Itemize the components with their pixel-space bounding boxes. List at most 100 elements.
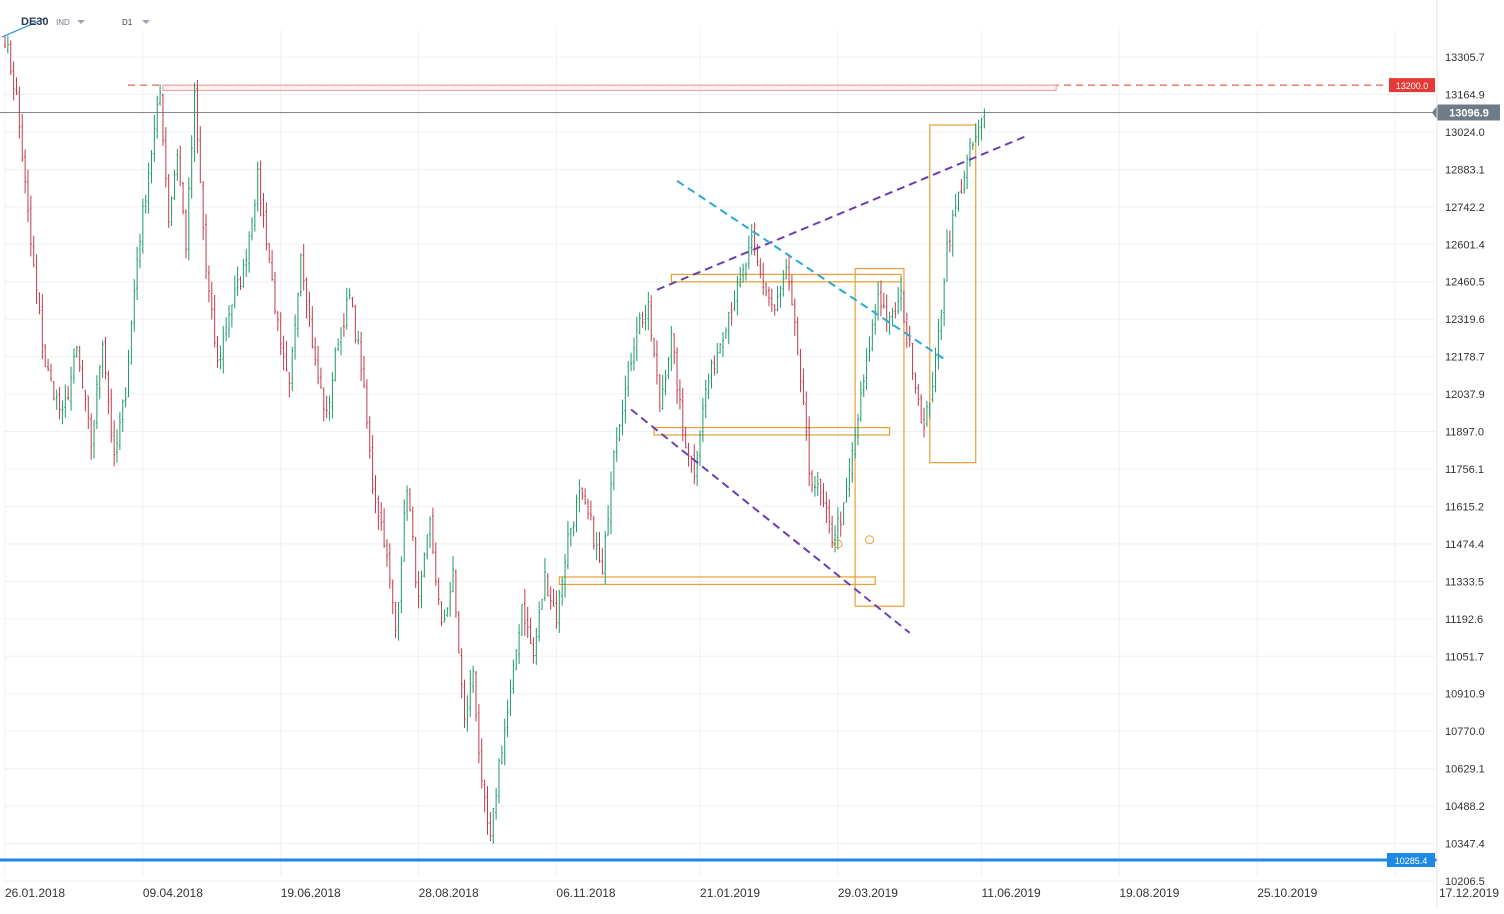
candle	[182, 181, 185, 215]
timeframe-dropdown-icon[interactable]	[142, 20, 150, 24]
candle	[578, 479, 581, 513]
candle	[340, 327, 343, 356]
x-tick-label: 21.01.2019	[700, 886, 760, 900]
candle	[532, 637, 535, 664]
timeframe-label[interactable]: D1	[122, 18, 133, 27]
candle	[26, 169, 29, 223]
candle	[934, 347, 937, 393]
candle	[52, 381, 55, 401]
candle	[523, 588, 526, 637]
candle	[621, 399, 624, 436]
candle	[739, 266, 742, 288]
candle	[974, 123, 977, 143]
candle	[446, 607, 449, 617]
candle	[400, 556, 403, 614]
candle	[497, 758, 500, 804]
price-levels: 13200.0 13096.9 10285.4	[0, 78, 1500, 868]
candle	[509, 679, 512, 716]
candle	[377, 495, 380, 530]
candle	[676, 347, 679, 404]
candle	[55, 389, 58, 410]
candle	[207, 265, 210, 303]
symbol-label[interactable]: DE30	[21, 16, 49, 28]
candle	[4, 35, 6, 49]
trendline[interactable]	[656, 134, 1028, 291]
candle	[196, 80, 199, 154]
candle	[937, 318, 940, 370]
candle	[879, 280, 882, 317]
candle	[655, 340, 658, 385]
candle	[314, 337, 317, 366]
candle	[342, 313, 345, 337]
candle	[156, 95, 159, 139]
x-tick-label: 17.12.2019	[1439, 886, 1499, 900]
candle	[612, 450, 615, 491]
candle	[380, 502, 383, 531]
candle	[440, 601, 443, 627]
price-level-label: 13096.9	[1449, 108, 1489, 120]
candle	[701, 397, 704, 443]
price-band[interactable]	[653, 426, 891, 436]
candle	[762, 262, 765, 296]
candle	[302, 244, 305, 291]
trendline[interactable]	[676, 179, 945, 360]
candle	[948, 230, 951, 253]
candle	[296, 292, 299, 338]
candle	[920, 394, 923, 424]
candle	[354, 304, 357, 344]
y-tick-label: 12178.7	[1445, 352, 1485, 364]
candle	[802, 368, 805, 406]
price-band[interactable]	[558, 576, 876, 586]
candle	[862, 374, 865, 398]
candle	[406, 485, 409, 521]
candle	[150, 150, 153, 184]
candle	[520, 604, 523, 636]
candle	[443, 609, 446, 623]
x-tick-label: 06.11.2018	[556, 886, 615, 900]
chart-header: DE30 IND D1	[1, 16, 150, 38]
candle	[805, 391, 808, 441]
symbol-dropdown-icon[interactable]	[77, 20, 85, 24]
y-tick-label: 12601.4	[1445, 239, 1485, 251]
candle	[592, 515, 595, 550]
candle	[357, 330, 360, 345]
candle	[311, 306, 314, 349]
trendline[interactable]	[630, 408, 911, 634]
candle	[273, 271, 276, 315]
candle	[512, 659, 515, 694]
candle	[15, 77, 18, 95]
candle	[161, 93, 164, 146]
candle	[24, 149, 27, 194]
candle	[555, 590, 558, 629]
candle	[546, 573, 549, 597]
candle	[87, 395, 90, 430]
candle	[268, 242, 271, 263]
candle	[210, 281, 213, 320]
candle	[179, 145, 182, 187]
candle	[414, 536, 417, 589]
candle	[403, 499, 406, 562]
candle	[704, 379, 707, 419]
highlight-box[interactable]	[929, 124, 977, 464]
candle	[233, 275, 236, 309]
candle	[788, 254, 791, 291]
candle	[793, 298, 796, 337]
candle	[822, 483, 825, 508]
price-band[interactable]	[162, 84, 1057, 92]
candle	[618, 423, 621, 442]
candle	[581, 487, 584, 501]
candle	[587, 498, 590, 520]
candle	[500, 745, 503, 765]
candle	[184, 209, 187, 259]
y-tick-label: 11333.5	[1445, 576, 1484, 588]
candle	[977, 119, 980, 146]
candle	[29, 195, 32, 257]
candle	[222, 325, 225, 374]
candle	[21, 113, 24, 162]
candle	[345, 287, 348, 330]
candle	[687, 442, 690, 467]
candle	[49, 363, 52, 382]
